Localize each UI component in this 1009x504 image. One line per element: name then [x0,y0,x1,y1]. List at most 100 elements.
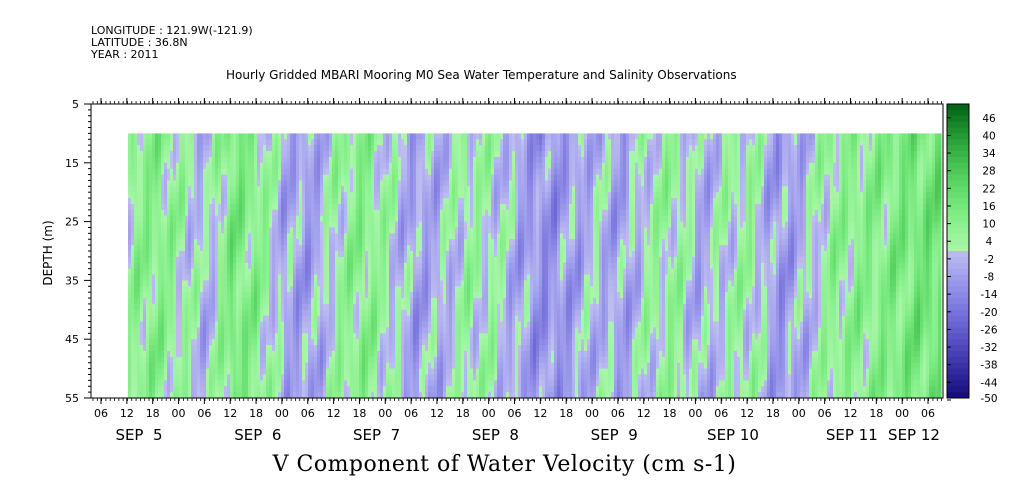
heatmap-cell [305,286,309,293]
heatmap-cell [299,168,303,176]
heatmap-cell [329,174,333,182]
heatmap-cell [254,203,258,211]
heatmap-cell [395,303,399,311]
heatmap-cell [389,339,393,346]
heatmap-cell [197,215,201,223]
heatmap-cell [416,268,420,276]
heatmap-cell [260,156,264,164]
heatmap-cell [275,368,279,376]
heatmap-cell [281,256,285,264]
heatmap-cell [356,174,360,182]
heatmap-cell [368,239,372,246]
heatmap-cell [290,239,294,246]
heatmap-cell [392,262,396,270]
heatmap-cell [413,162,417,170]
heatmap-cell [344,268,348,276]
heatmap-cells [128,133,942,398]
heatmap-cell [185,186,189,193]
heatmap-cell [341,374,345,381]
heatmap-cell [134,356,138,364]
heatmap-cell [410,251,414,258]
heatmap-cell [257,156,261,164]
heatmap-cell [314,251,318,258]
heatmap-cell [413,209,417,217]
heatmap-cell [191,215,195,223]
heatmap-cell [179,321,183,329]
heatmap-cell [188,221,192,229]
heatmap-cell [200,380,204,387]
heatmap-cell [140,350,144,358]
heatmap-cell [134,192,138,199]
heatmap-cell [392,139,396,146]
heatmap-cell [431,327,435,334]
heatmap-cell [191,174,195,182]
heatmap-cell [419,245,423,252]
heatmap-cell [344,309,348,317]
heatmap-cell [242,215,246,223]
heatmap-cell [317,186,321,193]
heatmap-cell [212,198,216,205]
heatmap-cell [398,392,402,398]
heatmap-cell [416,374,420,381]
heatmap-cell [281,386,285,393]
heatmap-cell [344,274,348,281]
heatmap-cell [233,303,237,311]
heatmap-cell [437,392,441,398]
heatmap-cell [215,280,219,287]
heatmap-cell [440,280,444,287]
heatmap-cell [458,262,462,270]
heatmap-cell [317,274,321,281]
heatmap-cell [194,280,198,287]
heatmap-cell [143,374,147,381]
heatmap-cell [350,251,354,258]
heatmap-cell [308,133,312,140]
heatmap-cell [185,180,189,187]
heatmap-cell [245,274,249,281]
heatmap-cell [206,203,210,211]
heatmap-cell [281,139,285,146]
heatmap-cell [431,286,435,293]
heatmap-cell [152,333,156,340]
heatmap-cell [290,251,294,258]
heatmap-cell [365,174,369,182]
heatmap-cell [317,298,321,305]
heatmap-cell [302,221,306,229]
heatmap-cell [128,168,132,176]
heatmap-cell [176,315,180,323]
heatmap-cell [398,321,402,329]
heatmap-cell [305,321,309,329]
heatmap-cell [206,386,210,393]
heatmap-cell [404,280,408,287]
heatmap-cell [218,192,222,199]
heatmap-cell [158,139,162,146]
heatmap-cell [287,156,291,164]
heatmap-cell [341,315,345,323]
heatmap-cell [317,356,321,364]
heatmap-cell [197,180,201,187]
heatmap-cell [383,333,387,340]
heatmap-cell [209,392,213,398]
heatmap-cell [272,221,276,229]
heatmap-cell [455,245,459,252]
heatmap-cell [227,386,231,393]
heatmap-cell [368,227,372,234]
heatmap-cell [251,380,255,387]
heatmap-cell [374,221,378,229]
heatmap-cell [452,221,456,229]
heatmap-cell [254,227,258,234]
heatmap-cell [323,362,327,370]
heatmap-cell [212,333,216,340]
heatmap-cell [317,251,321,258]
heatmap-cell [257,339,261,346]
heatmap-cell [437,151,441,158]
heatmap-cell [260,233,264,240]
heatmap-cell [296,192,300,199]
heatmap-cell [326,356,330,364]
heatmap-cell [308,286,312,293]
heatmap-cell [239,309,243,317]
heatmap-cell [179,174,183,182]
heatmap-cell [200,133,204,140]
heatmap-cell [332,303,336,311]
heatmap-cell [299,274,303,281]
heatmap-cell [452,215,456,223]
